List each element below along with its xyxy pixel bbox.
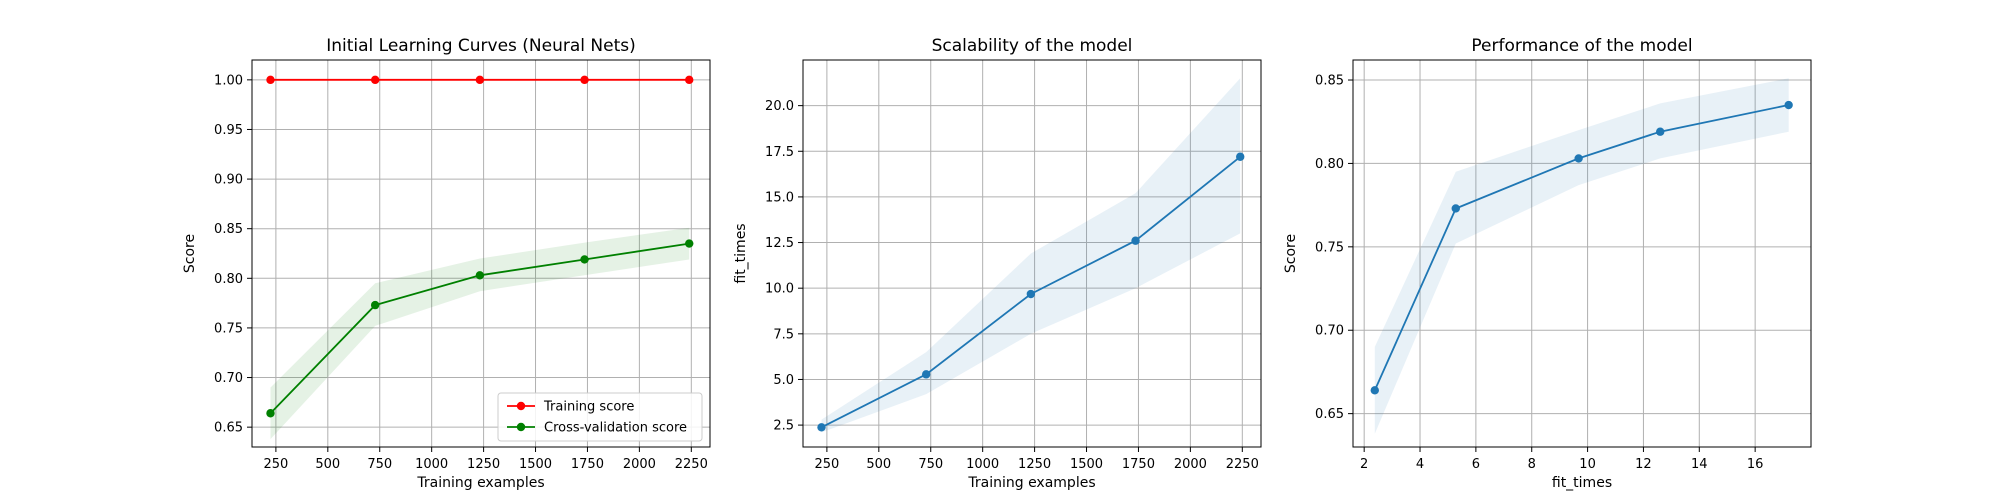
x-tick-label: 1250 [467, 457, 500, 472]
x-tick-label: 250 [263, 457, 288, 472]
x-tick-label: 500 [315, 457, 340, 472]
x-tick-label: 2250 [1226, 457, 1259, 472]
x-tick-label: 1750 [571, 457, 604, 472]
data-point [685, 239, 694, 248]
x-axis-label: Training examples [416, 475, 544, 491]
x-tick-label: 6 [1472, 457, 1480, 472]
x-tick-label: 1500 [1070, 457, 1103, 472]
chart-title: Scalability of the model [932, 36, 1133, 56]
data-point [370, 75, 380, 85]
x-tick-label: 16 [1747, 457, 1764, 472]
y-tick-label: 0.85 [214, 222, 243, 237]
y-axis-label: Score [182, 234, 198, 273]
data-point [370, 300, 380, 310]
chart-panel-1: 250 500 750 1000 1250 1500 1750 2000 2250 0.65 0.7… [182, 36, 711, 491]
data-point [266, 75, 275, 85]
data-point [1655, 127, 1665, 136]
legend-swatch-marker [516, 401, 526, 411]
y-tick-label: 0.65 [1315, 407, 1344, 422]
confidence-band [821, 78, 1241, 433]
y-tick-label: 15.0 [765, 190, 794, 205]
x-tick-label: 1500 [519, 457, 552, 472]
x-tick-label: 1750 [1122, 457, 1155, 472]
y-tick-label: 12.5 [765, 236, 794, 251]
data-point [475, 271, 485, 280]
x-tick-label: 14 [1691, 457, 1708, 472]
data-point [580, 75, 589, 85]
x-axis-label: Training examples [967, 475, 1095, 491]
data-point [580, 255, 589, 264]
data-point [1370, 386, 1379, 395]
data-point [1236, 152, 1245, 161]
x-tick-label: 2000 [1174, 457, 1207, 472]
y-tick-label: 0.70 [1315, 324, 1344, 339]
plot-frame [1352, 59, 1812, 448]
x-tick-label: 4 [1416, 457, 1424, 472]
x-tick-label: 2 [1360, 457, 1368, 472]
data-point [1784, 100, 1793, 110]
data-point [1451, 204, 1460, 213]
x-tick-label: 250 [814, 457, 839, 472]
x-tick-label: 12 [1635, 457, 1652, 472]
data-point [817, 423, 826, 432]
x-tick-label: 1250 [1018, 457, 1051, 472]
legend-label: Cross-validation score [544, 421, 687, 436]
confidence-band [1374, 78, 1789, 434]
y-tick-label: 7.5 [773, 327, 794, 342]
x-tick-label: 750 [918, 457, 943, 472]
x-tick-label: 8 [1528, 457, 1536, 472]
y-tick-label: 10.0 [765, 282, 794, 297]
x-tick-label: 1000 [966, 457, 999, 472]
chart-panel-3: 2 4 6 8 10 12 14 16 0.65 0.70 0.75 0.80 0.85 Performa… [1283, 36, 1812, 491]
y-tick-label: 0.75 [214, 321, 243, 336]
y-tick-label: 0.80 [1315, 157, 1344, 172]
y-tick-label: 0.95 [214, 123, 243, 138]
plot-frame [251, 59, 711, 448]
x-tick-label: 750 [367, 457, 392, 472]
x-tick-label: 1000 [415, 457, 448, 472]
x-tick-label: 2250 [675, 457, 708, 472]
y-tick-label: 20.0 [765, 99, 794, 114]
y-tick-label: 5.0 [773, 373, 794, 388]
chart-title: Performance of the model [1471, 36, 1692, 56]
confidence-band [270, 227, 690, 440]
chart-title: Initial Learning Curves (Neural Nets) [326, 36, 636, 56]
y-tick-label: 0.80 [214, 272, 243, 287]
y-tick-label: 17.5 [765, 145, 794, 160]
data-point [1131, 236, 1140, 245]
data-point [1574, 154, 1583, 163]
x-tick-label: 2000 [623, 457, 656, 472]
y-axis-label: fit_times [733, 223, 749, 283]
chart-panel-2: 250 500 750 1000 1250 1500 1750 2000 2250 2.5 5.0 7… [733, 36, 1262, 491]
y-tick-label: 0.85 [1315, 74, 1344, 89]
x-tick-label: 500 [866, 457, 891, 472]
y-axis-label: Score [1283, 234, 1299, 273]
legend-swatch-marker [516, 422, 526, 432]
legend-label: Training score [543, 400, 634, 415]
data-point [921, 370, 931, 379]
plot-frame [802, 59, 1262, 448]
x-axis-label: fit_times [1552, 475, 1612, 491]
y-tick-label: 0.70 [214, 371, 243, 386]
data-point [266, 409, 275, 418]
data-point [685, 75, 694, 85]
legend-box [497, 392, 703, 442]
y-tick-label: 2.5 [773, 419, 794, 434]
data-point [1026, 289, 1036, 299]
data-point [475, 75, 485, 85]
y-tick-label: 1.00 [214, 73, 243, 88]
y-tick-label: 0.65 [214, 421, 243, 436]
y-tick-label: 0.90 [214, 173, 243, 188]
x-tick-label: 10 [1579, 457, 1596, 472]
y-tick-label: 0.75 [1315, 240, 1344, 255]
